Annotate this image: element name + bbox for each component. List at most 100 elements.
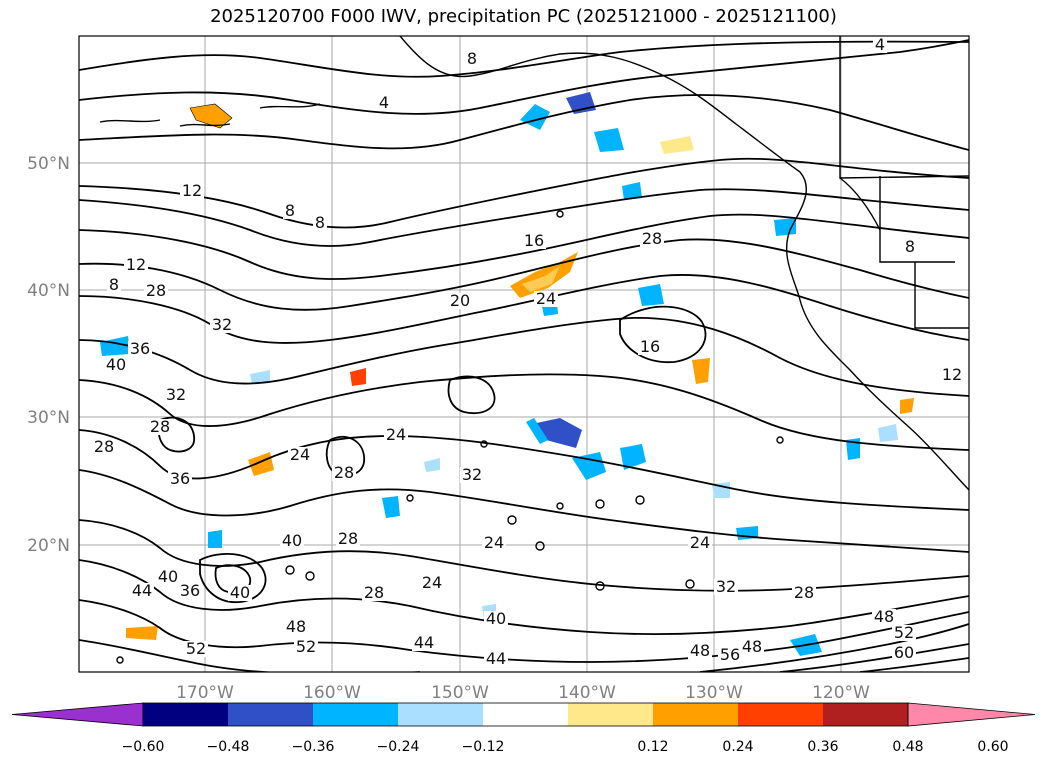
contour-label-bg: [294, 639, 318, 655]
contour-label-bg: [534, 291, 558, 307]
contour-label: 40: [230, 583, 250, 602]
contour-label: 48: [690, 641, 710, 660]
contour-label-bg: [872, 609, 896, 625]
contour-label-bg: [903, 239, 917, 255]
contour-label-bg: [892, 625, 916, 641]
contour-label-bg: [156, 569, 180, 585]
contour-label: 48: [742, 637, 762, 656]
contour-label-bg: [210, 317, 234, 333]
contour-label-bg: [688, 643, 712, 659]
latitude-label: 50°N: [27, 154, 70, 174]
contour-label: 32: [462, 465, 482, 484]
colorbar-segment: [823, 703, 908, 726]
contour-label: 36: [180, 581, 200, 600]
contour-label: 52: [296, 637, 316, 656]
contour-label: 28: [150, 417, 170, 436]
contour-label: 56: [720, 645, 740, 664]
contour-label: 28: [338, 529, 358, 548]
colorbar-segment: [143, 703, 228, 726]
contour-label: 20: [450, 291, 470, 310]
contour-label-bg: [283, 203, 297, 219]
colorbar-tick-label: −0.60: [122, 739, 165, 755]
colorbar-frame: [142, 702, 909, 727]
contour-label: 8: [285, 201, 295, 220]
contour-label: 32: [212, 315, 232, 334]
contour-label: 28: [642, 229, 662, 248]
contour-label-bg: [280, 533, 304, 549]
contour-label: 36: [130, 339, 150, 358]
contour-label-bg: [184, 641, 208, 657]
contour-label: 44: [486, 649, 506, 668]
contour-label: 4: [379, 93, 389, 112]
contour-label: 8: [109, 275, 119, 294]
contour-label: 8: [905, 237, 915, 256]
colorbar-segment: [228, 703, 313, 726]
colorbar-extend-max: [907, 702, 1036, 727]
contour-label-bg: [460, 467, 484, 483]
contour-label: 12: [942, 365, 962, 384]
contour-label-bg: [740, 639, 764, 655]
contour-label-bg: [178, 583, 202, 599]
longitude-label: 140°W: [558, 683, 616, 703]
precip-shading: [100, 92, 914, 656]
contour-label-bg: [384, 427, 408, 443]
contour-label-bg: [180, 183, 204, 199]
contour-label: 40: [486, 609, 506, 628]
contour-label: 28: [334, 463, 354, 482]
contour-label: 60: [894, 643, 914, 662]
contour-label-bg: [228, 585, 252, 601]
colorbar-segment: [568, 703, 653, 726]
contour-label-bg: [448, 293, 472, 309]
contour-label: 16: [640, 337, 660, 356]
contour-label-bg: [107, 277, 121, 293]
contour-label: 32: [166, 385, 186, 404]
colorbar-tick-label: 0.36: [807, 739, 838, 755]
contour-label-bg: [128, 341, 152, 357]
contour-label: 28: [794, 583, 814, 602]
contour-label-bg: [484, 651, 508, 667]
colorbar-tick-label: 0.24: [722, 739, 753, 755]
map-plot-area: [79, 36, 969, 672]
contour-label: 44: [132, 581, 152, 600]
colorbar-segment: [653, 703, 738, 726]
colorbar-tick-label: −0.48: [207, 739, 250, 755]
contour-label-bg: [130, 583, 154, 599]
map-title: 2025120700 F000 IWV, precipitation PC (2…: [210, 6, 837, 27]
latitude-label: 20°N: [27, 536, 70, 556]
contour-label-bg: [640, 231, 664, 247]
contour-label-bg: [104, 357, 128, 373]
contour-label: 24: [536, 289, 556, 308]
colorbar-tick-label: 0.60: [977, 739, 1008, 755]
contour-label: 8: [315, 213, 325, 232]
contour-label: 4: [875, 35, 885, 54]
contour-label: 24: [386, 425, 406, 444]
contour-label: 40: [282, 531, 302, 550]
colorbar-segment: [313, 703, 398, 726]
contour-label-bg: [484, 611, 508, 627]
contour-label-bg: [168, 471, 192, 487]
latitude-label: 40°N: [27, 281, 70, 301]
contour-label-bg: [482, 535, 506, 551]
contour-label-bg: [940, 367, 964, 383]
longitude-label: 120°W: [812, 683, 870, 703]
contour-label-bg: [148, 419, 172, 435]
contour-label: 28: [146, 281, 166, 300]
contour-label: 24: [422, 573, 442, 592]
contour-label: 32: [716, 577, 736, 596]
contour-label: 28: [94, 437, 114, 456]
longitude-label: 160°W: [303, 683, 361, 703]
contour-label-bg: [873, 37, 887, 53]
contour-label-bg: [332, 465, 356, 481]
colorbar-segment: [483, 703, 568, 726]
longitude-label: 170°W: [176, 683, 234, 703]
contour-label: 52: [894, 623, 914, 642]
contour-label-bg: [718, 647, 742, 663]
contour-label: 48: [874, 607, 894, 626]
colorbar-tick-label: −0.24: [377, 739, 420, 755]
colorbar-tick-label: −0.36: [292, 739, 335, 755]
contour-label-bg: [288, 447, 312, 463]
colorbar-segment: [398, 703, 483, 726]
longitude-label: 150°W: [431, 683, 489, 703]
contour-label: 24: [484, 533, 504, 552]
